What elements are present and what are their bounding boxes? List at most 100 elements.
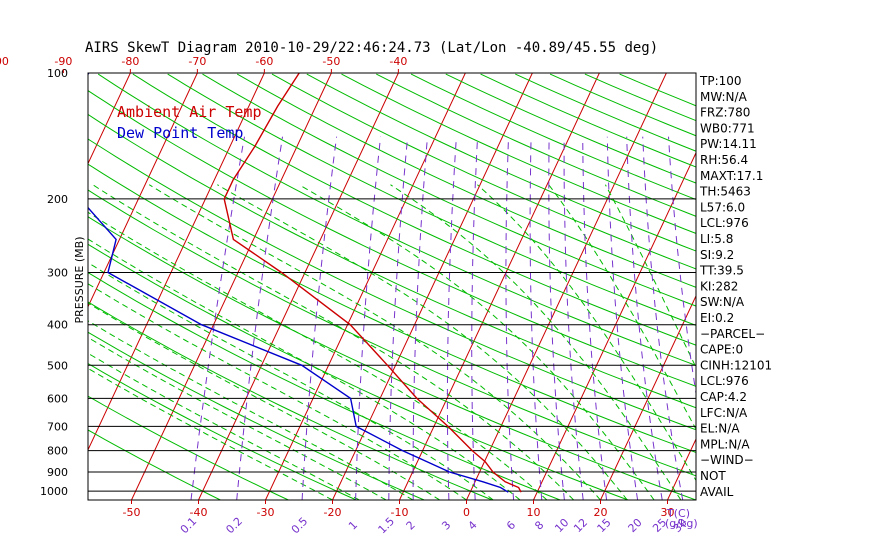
pressure-tick-label: 1000 bbox=[40, 485, 68, 498]
bottom-temp-tick-label: -40 bbox=[190, 506, 208, 519]
index-line: LCL:976 bbox=[700, 216, 749, 230]
moist-adiabat-line bbox=[92, 184, 575, 500]
mixing-ratio-line bbox=[529, 136, 543, 500]
dry-adiabat-line bbox=[88, 216, 696, 500]
mixing-ratio-line bbox=[668, 136, 696, 397]
mixing-ratio-tick-label: 10 bbox=[552, 516, 571, 535]
bottom-temp-tick-label: 0 bbox=[463, 506, 470, 519]
moist-adiabat-line bbox=[217, 184, 628, 500]
dry-adiabat-line bbox=[97, 73, 696, 366]
mixing-ratio-unit: (g/kg) bbox=[665, 517, 698, 530]
dry-adiabat-line bbox=[88, 138, 696, 431]
axes: 1002003004005006007008009001000-120-110-… bbox=[0, 55, 697, 537]
mixing-ratio-line bbox=[301, 136, 338, 500]
bottom-temp-tick-label: 20 bbox=[594, 506, 608, 519]
dry-adiabat-line bbox=[515, 73, 696, 152]
moist-adiabat-line bbox=[88, 302, 440, 500]
bottom-temp-tick-label: 10 bbox=[527, 506, 541, 519]
mixing-ratio-line bbox=[642, 136, 684, 500]
index-line: −PARCEL− bbox=[700, 327, 765, 341]
dry-adiabat-line bbox=[88, 331, 425, 500]
pressure-tick-label: 100 bbox=[47, 67, 68, 80]
dry-adiabat-line bbox=[88, 362, 357, 500]
mixing-ratio-line bbox=[505, 136, 515, 500]
index-line: CAPE:0 bbox=[700, 343, 743, 357]
mixing-ratio-line bbox=[582, 136, 608, 500]
mixing-ratio-line bbox=[388, 136, 409, 500]
index-line: CINH:12101 bbox=[700, 358, 772, 372]
isotherm-line bbox=[88, 73, 265, 451]
profiles bbox=[88, 73, 522, 493]
y-axis-label: PRESSURE (MB) bbox=[73, 237, 86, 324]
dry-adiabat-line bbox=[341, 73, 696, 234]
mixing-ratio-line bbox=[190, 136, 245, 500]
moist-adiabat-line bbox=[88, 238, 521, 500]
legend-dew-point-temp: Dew Point Temp bbox=[117, 124, 243, 142]
dry-adiabat-line bbox=[88, 113, 696, 409]
moist-adiabat-line bbox=[88, 336, 387, 500]
mixing-ratio-line bbox=[606, 136, 639, 500]
dew-point-temp-line bbox=[88, 73, 509, 493]
index-line: SI:9.2 bbox=[700, 248, 734, 262]
bottom-temp-tick-label: -10 bbox=[391, 506, 409, 519]
dry-adiabat-line bbox=[132, 73, 696, 346]
moist-adiabat-line bbox=[548, 184, 696, 431]
top-temp-tick-label: -80 bbox=[121, 55, 139, 68]
isotherm-line bbox=[802, 73, 870, 500]
dry-adiabat-line bbox=[88, 301, 493, 500]
top-temp-tick-label: -70 bbox=[188, 55, 206, 68]
bottom-temp-tick-label: -20 bbox=[324, 506, 342, 519]
moist-adiabat-line bbox=[88, 283, 467, 500]
mixing-ratio-tick-label: 0.2 bbox=[223, 515, 245, 537]
dry-adiabat-line bbox=[167, 73, 696, 326]
mixing-ratio-line bbox=[563, 136, 584, 500]
mixing-ratio-line bbox=[355, 136, 381, 500]
mixing-ratio-line bbox=[412, 136, 428, 500]
index-line: FRZ:780 bbox=[700, 106, 750, 120]
mixing-ratio-tick-label: 2 bbox=[404, 518, 418, 532]
index-line: LI:5.8 bbox=[700, 232, 733, 246]
dry-adiabat-line bbox=[376, 73, 696, 217]
bottom-temp-tick-label: -30 bbox=[257, 506, 275, 519]
isotherm-line bbox=[131, 73, 332, 500]
isotherm-line bbox=[88, 73, 198, 308]
moist-adiabat-line bbox=[88, 320, 414, 500]
top-temp-tick-label: -50 bbox=[322, 55, 340, 68]
dry-adiabat-line bbox=[306, 73, 696, 252]
bottom-temp-tick-label: 30 bbox=[661, 506, 675, 519]
moist-adiabat-line bbox=[298, 184, 655, 500]
dry-adiabat-line bbox=[445, 73, 696, 184]
moist-adiabat-line bbox=[477, 184, 696, 482]
mixing-ratio-line bbox=[548, 136, 565, 500]
index-line: TP:100 bbox=[699, 74, 742, 88]
dry-adiabat-line bbox=[88, 189, 696, 477]
index-line: KI:282 bbox=[700, 279, 738, 293]
pressure-tick-label: 300 bbox=[47, 267, 68, 280]
index-line: EL:N/A bbox=[700, 422, 740, 436]
mixing-ratio-line bbox=[236, 136, 283, 500]
index-line: NOT bbox=[700, 469, 726, 483]
plot-frame bbox=[87, 72, 697, 501]
index-line: MPL:N/A bbox=[700, 437, 750, 451]
isotherm-line bbox=[667, 437, 696, 500]
top-temp-tick-label: -40 bbox=[389, 55, 407, 68]
isotherm-line bbox=[265, 73, 466, 500]
dry-adiabat-line bbox=[88, 90, 696, 387]
dry-adiabat-line bbox=[88, 395, 289, 500]
mixing-ratio-tick-label: 4 bbox=[466, 518, 480, 532]
moist-adiabat-line bbox=[88, 262, 494, 500]
mixing-ratio-tick-label: 1 bbox=[346, 518, 360, 532]
index-line: PW:14.11 bbox=[700, 137, 757, 151]
mixing-ratio-tick-label: 0.5 bbox=[289, 515, 311, 537]
isotherm-line bbox=[198, 73, 399, 500]
pressure-tick-label: 900 bbox=[47, 466, 68, 479]
dry-adiabat-line bbox=[202, 73, 696, 307]
top-temp-tick-label: -100 bbox=[0, 55, 9, 68]
pressure-tick-label: 800 bbox=[47, 445, 68, 458]
moist-adiabat-line bbox=[604, 184, 696, 369]
mixing-ratio-tick-label: 8 bbox=[532, 518, 546, 532]
mixing-ratio-tick-label: 3 bbox=[439, 518, 453, 532]
dry-adiabat-line bbox=[410, 73, 696, 201]
